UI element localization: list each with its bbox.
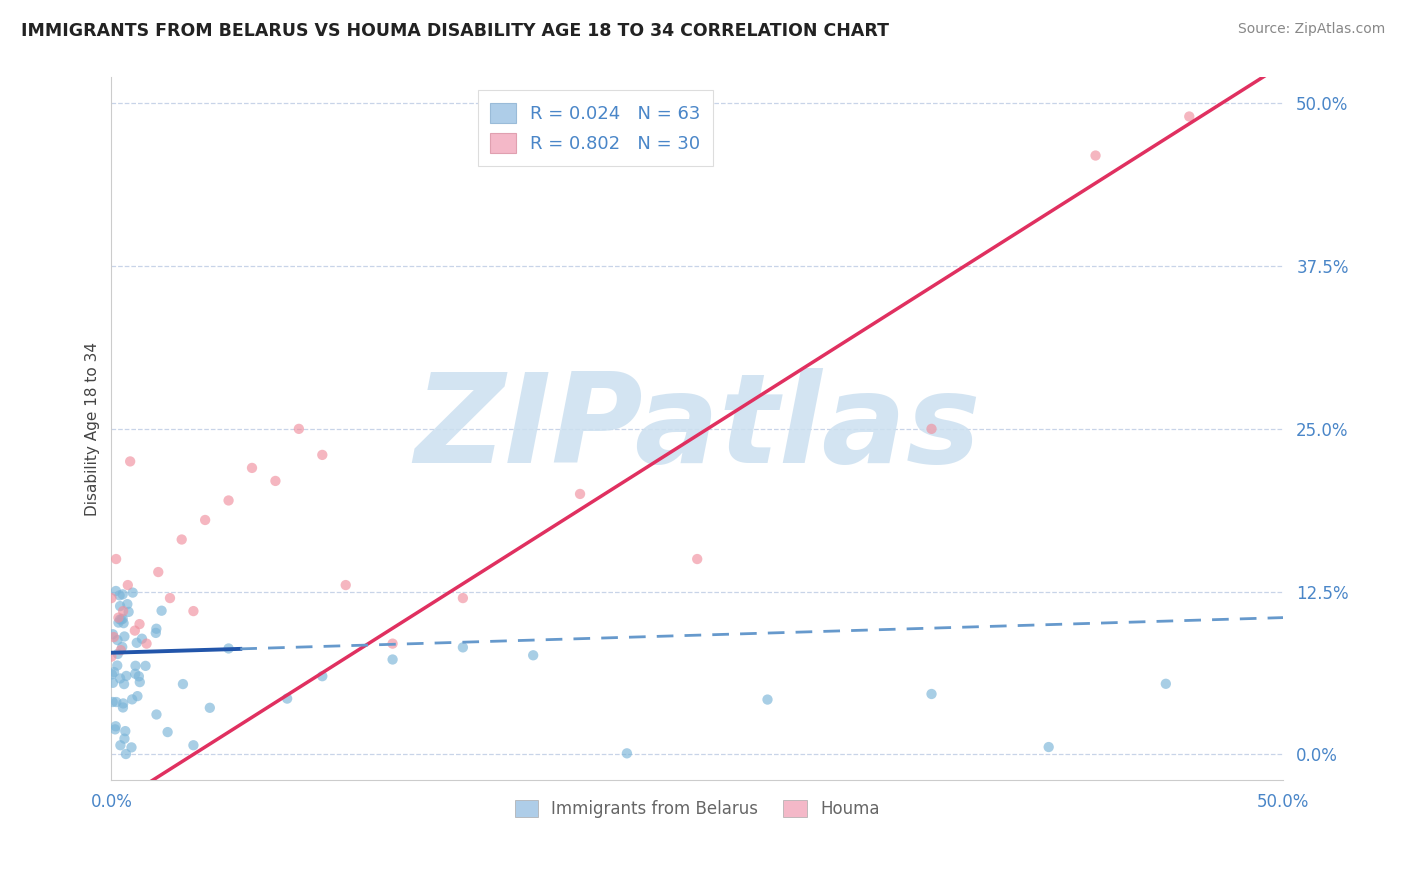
Point	[381, 637, 404, 651]
Point	[104, 719, 127, 733]
Point	[1154, 677, 1177, 691]
Point	[135, 637, 157, 651]
Point	[170, 533, 193, 547]
Point	[1178, 110, 1201, 124]
Point	[921, 422, 943, 436]
Point	[1038, 739, 1060, 754]
Point	[114, 731, 136, 746]
Point	[194, 513, 217, 527]
Point	[117, 605, 139, 619]
Point	[125, 636, 148, 650]
Point	[108, 588, 131, 602]
Point	[112, 630, 135, 644]
Point	[107, 610, 129, 624]
Point	[112, 697, 135, 711]
Text: ZIPatlas: ZIPatlas	[413, 368, 980, 490]
Point	[240, 461, 263, 475]
Point	[569, 487, 592, 501]
Point	[128, 669, 150, 683]
Point	[112, 604, 135, 618]
Point	[921, 687, 943, 701]
Point	[756, 692, 779, 706]
Point	[108, 672, 131, 686]
Point	[156, 725, 179, 739]
Point	[145, 707, 167, 722]
Point	[101, 667, 124, 681]
Point	[128, 675, 150, 690]
Point	[335, 578, 357, 592]
Point	[105, 658, 128, 673]
Point	[183, 738, 205, 752]
Point	[150, 604, 173, 618]
Point	[264, 474, 287, 488]
Point	[522, 648, 544, 663]
Point	[115, 669, 138, 683]
Point	[311, 669, 333, 683]
Point	[107, 633, 129, 648]
Y-axis label: Disability Age 18 to 34: Disability Age 18 to 34	[86, 342, 100, 516]
Point	[114, 724, 136, 739]
Point	[101, 627, 124, 641]
Legend: Immigrants from Belarus, Houma: Immigrants from Belarus, Houma	[508, 793, 886, 825]
Point	[172, 677, 194, 691]
Point	[451, 640, 474, 655]
Point	[1084, 148, 1107, 162]
Point	[121, 692, 143, 706]
Point	[159, 591, 181, 605]
Point	[108, 599, 131, 613]
Point	[124, 624, 146, 638]
Point	[103, 630, 125, 644]
Point	[111, 700, 134, 714]
Point	[135, 658, 157, 673]
Point	[117, 578, 139, 592]
Point	[124, 658, 146, 673]
Point	[148, 565, 170, 579]
Point	[183, 604, 205, 618]
Point	[288, 422, 311, 436]
Point	[381, 652, 404, 666]
Point	[145, 622, 167, 636]
Point	[110, 739, 132, 753]
Point	[107, 615, 129, 630]
Point	[451, 591, 474, 605]
Point	[112, 616, 135, 631]
Text: IMMIGRANTS FROM BELARUS VS HOUMA DISABILITY AGE 18 TO 34 CORRELATION CHART: IMMIGRANTS FROM BELARUS VS HOUMA DISABIL…	[21, 22, 889, 40]
Point	[121, 585, 143, 599]
Point	[104, 723, 127, 737]
Point	[218, 641, 240, 656]
Point	[131, 632, 153, 646]
Point	[105, 695, 128, 709]
Point	[104, 584, 127, 599]
Point	[111, 640, 134, 654]
Point	[112, 677, 135, 691]
Point	[101, 695, 124, 709]
Point	[127, 689, 149, 703]
Point	[145, 626, 167, 640]
Point	[121, 740, 143, 755]
Point	[686, 552, 709, 566]
Point	[110, 612, 132, 626]
Point	[110, 643, 132, 657]
Point	[107, 647, 129, 661]
Point	[124, 666, 146, 681]
Point	[101, 675, 124, 690]
Point	[108, 613, 131, 627]
Point	[115, 747, 138, 761]
Point	[117, 597, 139, 611]
Point	[111, 612, 134, 626]
Point	[103, 665, 125, 679]
Point	[120, 454, 142, 468]
Point	[198, 700, 221, 714]
Point	[276, 691, 298, 706]
Point	[218, 493, 240, 508]
Point	[100, 649, 122, 664]
Point	[616, 747, 638, 761]
Point	[105, 552, 128, 566]
Point	[111, 587, 134, 601]
Text: Source: ZipAtlas.com: Source: ZipAtlas.com	[1237, 22, 1385, 37]
Point	[100, 591, 122, 605]
Point	[311, 448, 333, 462]
Point	[128, 617, 150, 632]
